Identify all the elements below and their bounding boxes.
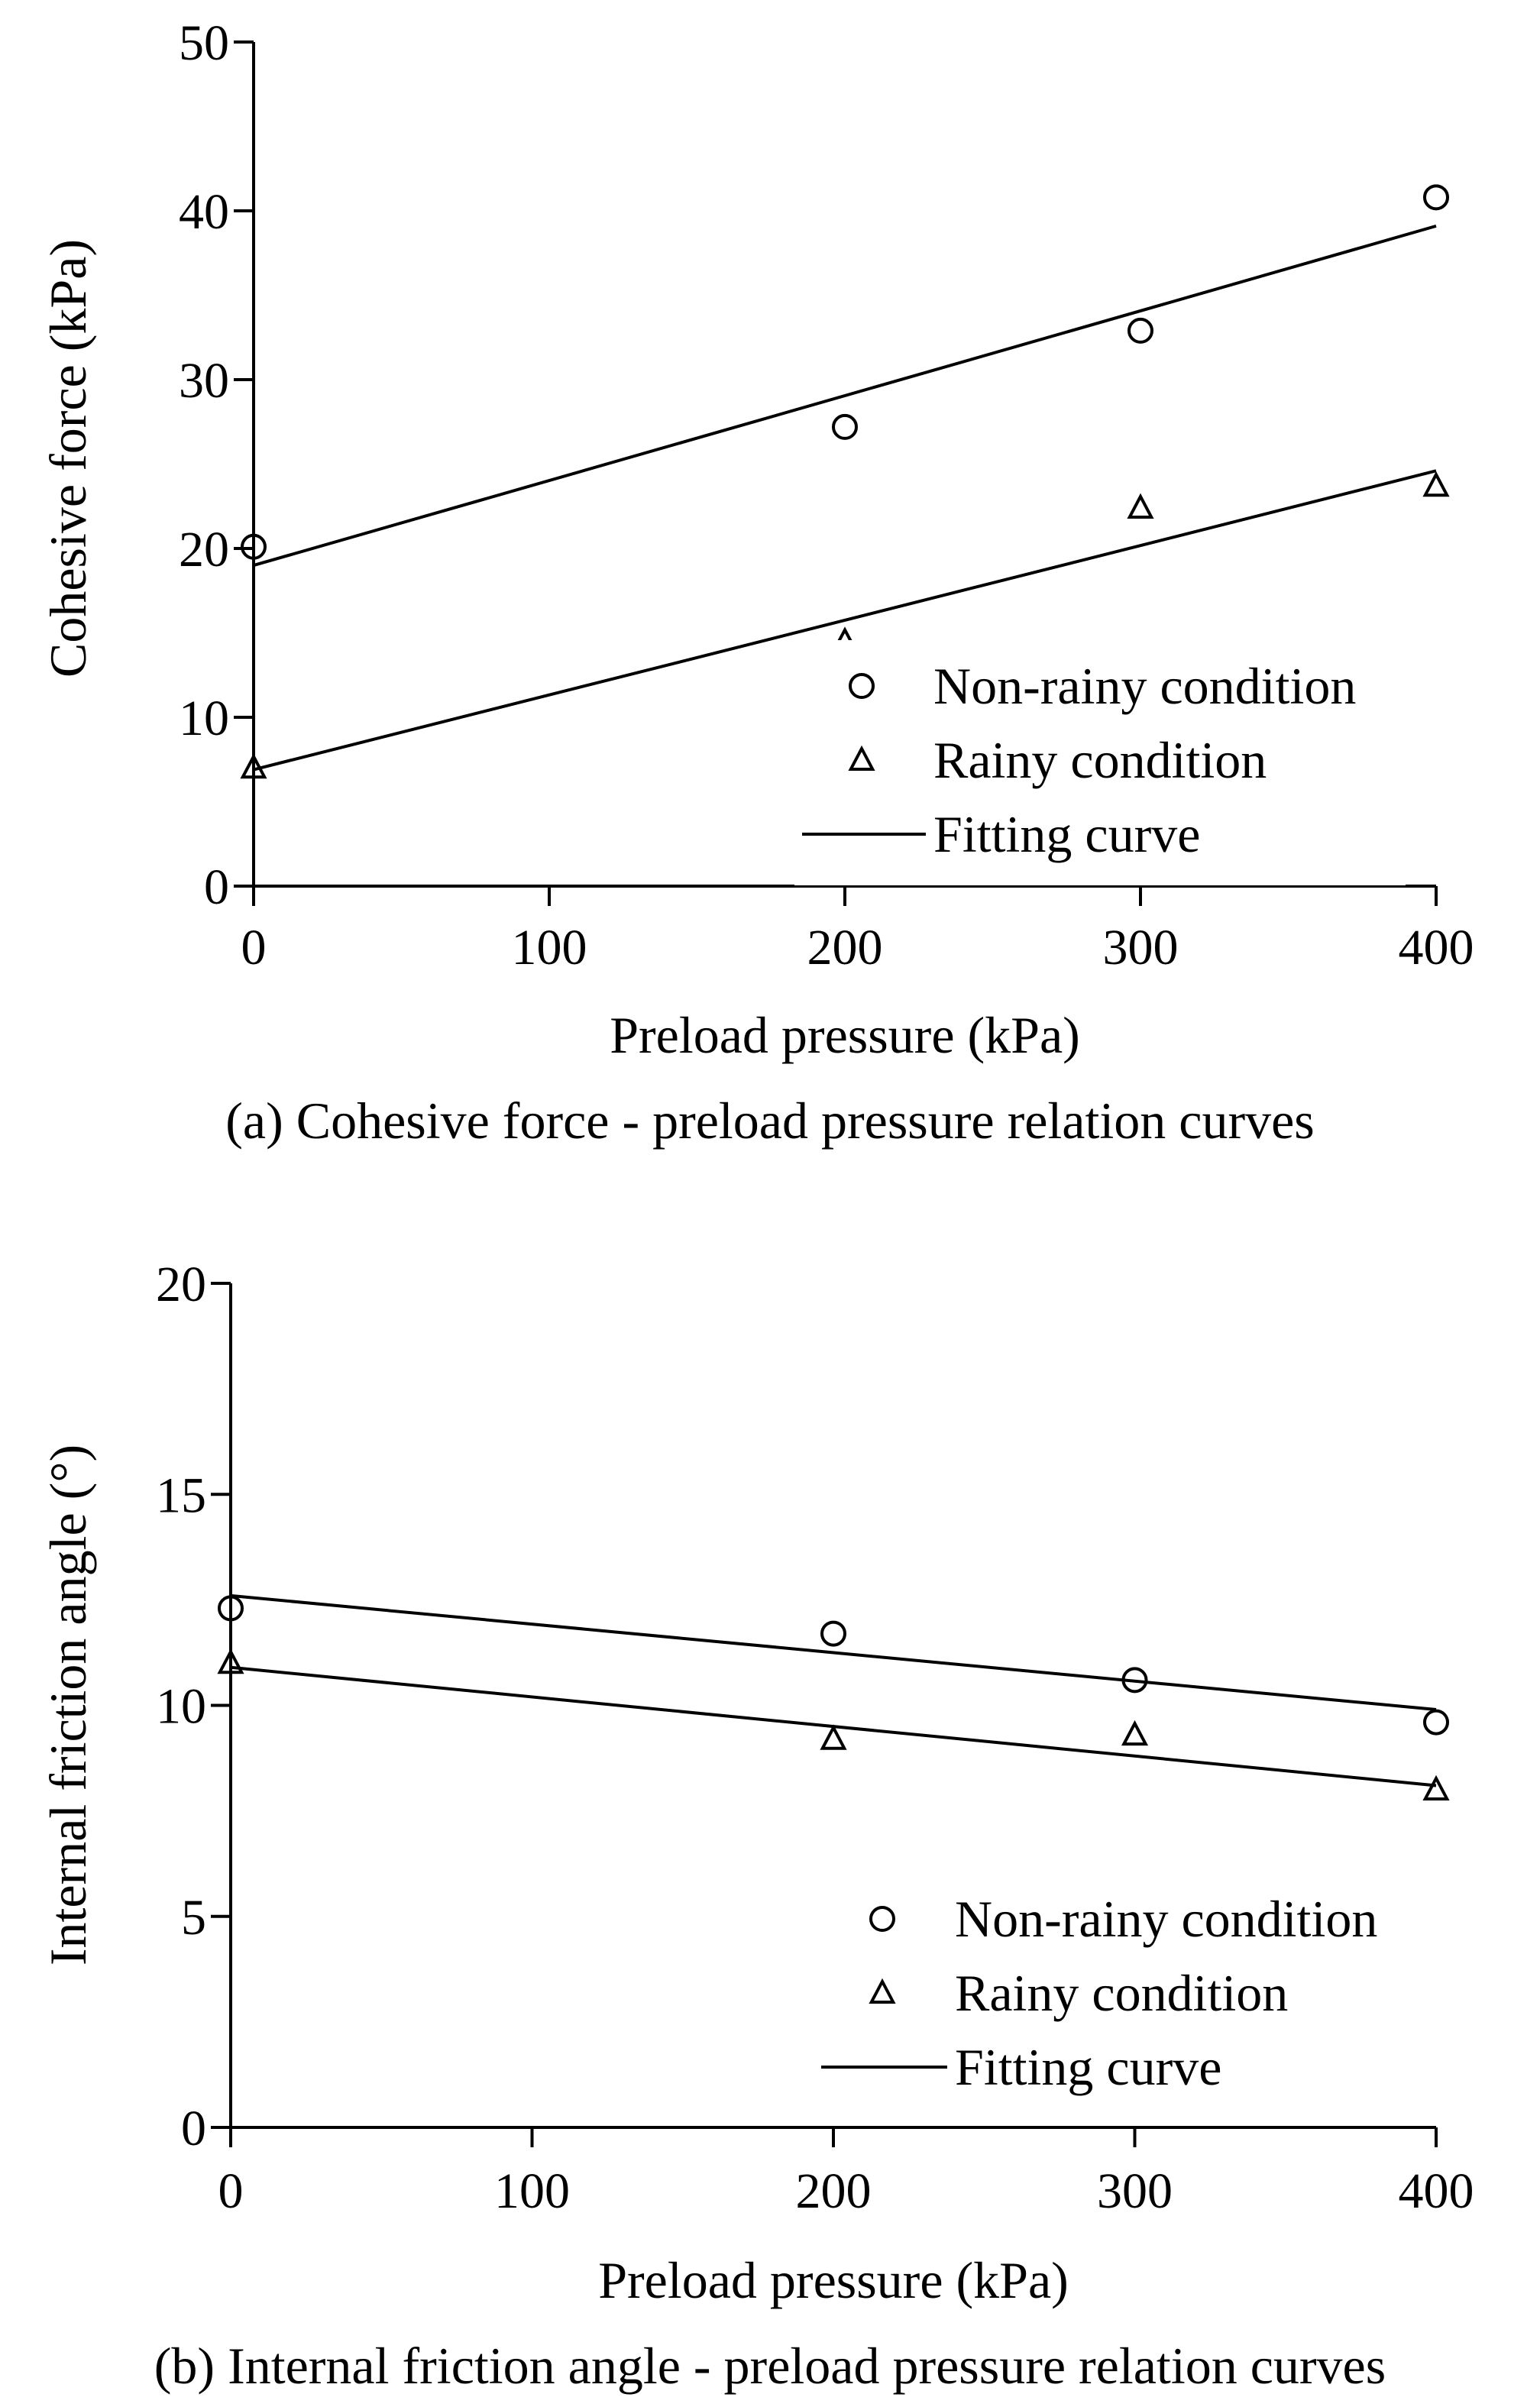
data-point-rainy	[1422, 471, 1450, 497]
legend-background	[794, 640, 1406, 885]
x-tick-label: 300	[1097, 2163, 1173, 2219]
data-point-non-rainy	[1121, 1667, 1148, 1694]
x-tick-label: 200	[796, 2163, 872, 2219]
data-point-non-rainy	[218, 1595, 244, 1622]
y-tick-label: 40	[179, 184, 229, 240]
y-tick-label: 5	[181, 1890, 206, 1946]
legend-label-rainy: Rainy condition	[955, 1964, 1288, 2022]
legend-marker-triangle	[848, 745, 875, 771]
legend-marker-circle	[849, 673, 875, 699]
data-point-non-rainy	[1128, 317, 1153, 344]
data-point-rainy	[1127, 493, 1154, 519]
y-axis-label: Cohesive force (kPa)	[39, 239, 97, 678]
figure-caption: (b) Internal friction angle - preload pr…	[154, 2337, 1386, 2395]
legend-label-non-rainy: Non-rainy condition	[933, 657, 1356, 715]
data-point-non-rainy	[241, 533, 267, 560]
y-axis-label: Internal friction angle (°)	[39, 1445, 97, 1965]
x-tick-label: 300	[1103, 920, 1179, 975]
x-tick-label: 0	[218, 2163, 244, 2219]
y-tick-label: 0	[204, 859, 229, 915]
chart-cohesive-force: 0 10 20 30 40 50 0 100 200 300 400 Preload pressure…	[39, 15, 1474, 1150]
data-point-rainy	[1121, 1720, 1149, 1746]
legend: Non-rainy condition Rainy condition Fittin…	[794, 640, 1406, 885]
y-tick-label: 10	[156, 1679, 206, 1735]
legend-label-fit: Fitting curve	[933, 805, 1200, 863]
data-point-rainy	[820, 1724, 847, 1750]
legend-label-non-rainy: Non-rainy condition	[955, 1890, 1377, 1948]
data-point-non-rainy	[820, 1620, 846, 1647]
x-tick-label: 0	[241, 920, 267, 975]
x-axis-label: Preload pressure (kPa)	[610, 1006, 1080, 1064]
x-axis-label: Preload pressure (kPa)	[598, 2251, 1069, 2309]
y-tick-label: 10	[179, 691, 229, 746]
x-tick-label: 400	[1399, 2163, 1474, 2219]
y-tick-label: 15	[156, 1467, 206, 1523]
y-tick-label: 20	[179, 522, 229, 577]
x-tick-label: 200	[807, 920, 883, 975]
y-tick-label: 30	[179, 353, 229, 409]
fit-line-non-rainy	[230, 1593, 1437, 1712]
data-point-non-rainy	[1423, 1709, 1449, 1736]
legend-marker-triangle	[869, 1978, 896, 2004]
legend-background	[814, 1873, 1425, 2118]
x-tick-label: 400	[1399, 920, 1474, 975]
data-point-rainy	[217, 1648, 244, 1674]
legend-label-fit: Fitting curve	[955, 2038, 1221, 2096]
y-tick-label: 0	[181, 2101, 206, 2156]
fit-line-non-rainy	[253, 224, 1437, 568]
data-point-rainy	[240, 753, 267, 779]
x-tick-label: 100	[512, 920, 587, 975]
figure-caption: (a) Cohesive force - preload pressure re…	[225, 1092, 1314, 1150]
x-tick-label: 100	[494, 2163, 570, 2219]
data-point-rainy	[1422, 1775, 1450, 1800]
legend: Non-rainy condition Rainy condition Fittin…	[814, 1873, 1425, 2118]
y-tick-label: 20	[156, 1257, 206, 1312]
data-point-non-rainy	[1423, 184, 1449, 211]
y-tick-label: 50	[179, 15, 229, 71]
legend-label-rainy: Rainy condition	[933, 731, 1267, 789]
legend-marker-circle	[869, 1906, 895, 1932]
data-point-non-rainy	[832, 413, 858, 440]
fit-line-rainy	[253, 469, 1437, 772]
